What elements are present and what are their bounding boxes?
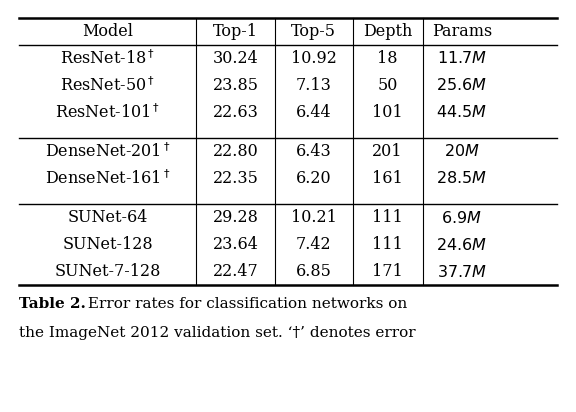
Text: 29.28: 29.28 (213, 209, 259, 226)
Text: 22.63: 22.63 (213, 104, 259, 121)
Text: 111: 111 (372, 236, 403, 253)
Text: ResNet-101$^\dagger$: ResNet-101$^\dagger$ (55, 103, 160, 122)
Text: 30.24: 30.24 (213, 50, 259, 67)
Text: Params: Params (431, 23, 492, 40)
Text: $\mathrm{20}$$M$: $\mathrm{20}$$M$ (444, 143, 480, 159)
Text: $\mathrm{25.6}$$M$: $\mathrm{25.6}$$M$ (436, 77, 487, 93)
Text: Depth: Depth (363, 23, 412, 40)
Text: 111: 111 (372, 209, 403, 226)
Text: DenseNet-161$^\dagger$: DenseNet-161$^\dagger$ (44, 169, 170, 188)
Text: 201: 201 (373, 143, 403, 160)
Text: 23.64: 23.64 (213, 236, 259, 253)
Text: 7.42: 7.42 (296, 236, 331, 253)
Text: 22.47: 22.47 (213, 263, 259, 280)
Text: DenseNet-201$^\dagger$: DenseNet-201$^\dagger$ (44, 142, 170, 161)
Text: $\mathrm{37.7}$$M$: $\mathrm{37.7}$$M$ (437, 264, 487, 280)
Text: 22.80: 22.80 (213, 143, 259, 160)
Text: $\mathrm{6.9}$$M$: $\mathrm{6.9}$$M$ (441, 210, 482, 226)
Text: ResNet-50$^\dagger$: ResNet-50$^\dagger$ (60, 76, 155, 95)
Text: 22.35: 22.35 (213, 170, 259, 187)
Text: Top-5: Top-5 (291, 23, 336, 40)
Text: 6.20: 6.20 (296, 170, 331, 187)
Text: 101: 101 (372, 104, 403, 121)
Text: $\mathrm{44.5}$$M$: $\mathrm{44.5}$$M$ (436, 104, 487, 120)
Text: Error rates for classification networks on: Error rates for classification networks … (83, 297, 407, 311)
Text: SUNet-7-128: SUNet-7-128 (54, 263, 161, 280)
Text: SUNet-64: SUNet-64 (67, 209, 147, 226)
Text: $\mathrm{28.5}$$M$: $\mathrm{28.5}$$M$ (436, 171, 487, 187)
Text: $\mathrm{24.6}$$M$: $\mathrm{24.6}$$M$ (436, 236, 487, 253)
Text: 6.43: 6.43 (295, 143, 331, 160)
Text: 161: 161 (372, 170, 403, 187)
Text: 171: 171 (372, 263, 403, 280)
Text: 10.21: 10.21 (291, 209, 336, 226)
Text: 7.13: 7.13 (295, 77, 332, 94)
Text: Model: Model (82, 23, 133, 40)
Text: Top-1: Top-1 (213, 23, 258, 40)
Text: 6.44: 6.44 (296, 104, 331, 121)
Text: $\mathrm{11.7}$$M$: $\mathrm{11.7}$$M$ (437, 50, 487, 66)
Text: SUNet-128: SUNet-128 (62, 236, 153, 253)
Text: Table 2.: Table 2. (18, 297, 85, 311)
Text: 10.92: 10.92 (291, 50, 336, 67)
Text: 23.85: 23.85 (213, 77, 259, 94)
Text: 18: 18 (377, 50, 398, 67)
Text: 50: 50 (377, 77, 398, 94)
Text: the ImageNet 2012 validation set. ‘†’ denotes error: the ImageNet 2012 validation set. ‘†’ de… (18, 326, 415, 340)
Text: 6.85: 6.85 (295, 263, 332, 280)
Text: ResNet-18$^\dagger$: ResNet-18$^\dagger$ (60, 49, 155, 68)
